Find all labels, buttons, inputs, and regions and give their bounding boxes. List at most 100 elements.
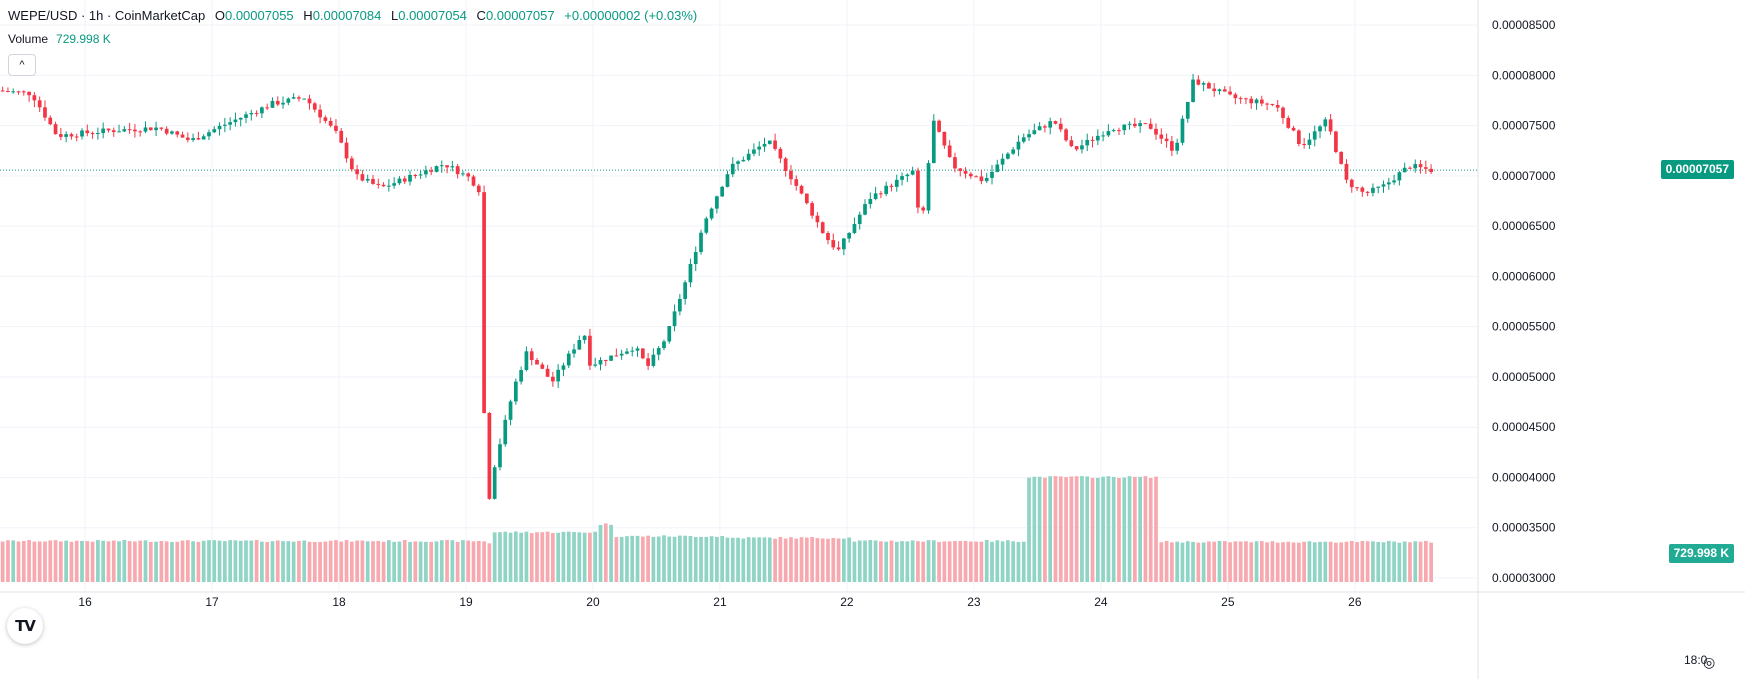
candle-down [1291, 127, 1296, 131]
candle-down [339, 130, 344, 143]
candle-up [1000, 158, 1005, 165]
volume-bar [1418, 541, 1423, 582]
settings-icon[interactable]: ◎ [1703, 654, 1716, 670]
volume-bar [831, 537, 836, 582]
volume-bar [1170, 542, 1174, 582]
candle-down [1143, 123, 1148, 125]
volume-bar [656, 536, 661, 582]
volume-legend[interactable]: Volume 729.998 K [8, 32, 111, 46]
volume-bar [1132, 476, 1137, 582]
volume-bar [334, 540, 338, 582]
candle-up [1122, 124, 1127, 131]
candle-down [1244, 98, 1248, 100]
candle-down [640, 348, 645, 359]
candle-up [863, 204, 867, 215]
candle-up [1397, 172, 1402, 181]
volume-bar [455, 541, 460, 582]
volume-bar [1339, 542, 1344, 582]
volume-bar [540, 532, 545, 582]
low-value: 0.00007054 [398, 8, 467, 23]
candle-up [392, 183, 397, 186]
candle-up [291, 97, 296, 99]
candle-up [513, 381, 518, 402]
volume-bar [312, 541, 317, 582]
volume-bar [873, 540, 878, 582]
tradingview-logo-icon[interactable]: TV [7, 608, 43, 644]
volume-bar [942, 541, 947, 582]
candle-down [1196, 79, 1201, 85]
candle-up [233, 119, 238, 123]
volume-bar [1201, 542, 1206, 582]
candle-down [1233, 94, 1238, 99]
volume-bar [175, 541, 180, 582]
candle-up [1138, 123, 1142, 127]
volume-bar [900, 541, 904, 582]
candle-up [1101, 135, 1105, 137]
candle-down [1259, 99, 1264, 104]
volume-bar [783, 538, 788, 582]
volume-bar [159, 541, 164, 582]
volume-bar [1238, 541, 1243, 582]
volume-bar [339, 541, 344, 582]
timezone-label[interactable]: 18:0 [1684, 653, 1708, 667]
volume-bar [249, 540, 254, 582]
volume-bar [1037, 476, 1042, 582]
volume-bar [545, 531, 550, 582]
candle-down [551, 376, 555, 382]
candle-down [429, 170, 434, 172]
candle-up [1191, 79, 1195, 103]
volume-bar [439, 540, 444, 582]
volume-bar [1222, 541, 1227, 582]
candle-down [1069, 140, 1074, 147]
candle-down [349, 158, 354, 170]
candle-up [281, 102, 285, 105]
volume-bar [265, 541, 270, 582]
volume-bar [154, 541, 158, 582]
collapse-legend-button[interactable]: ^ [8, 54, 36, 76]
candle-down [74, 136, 79, 138]
volume-bar [466, 540, 471, 582]
volume-bar [857, 540, 862, 582]
candle-up [1011, 149, 1016, 154]
symbol-title[interactable]: WEPE/USD · 1h · CoinMarketCap [8, 8, 206, 23]
volume-bar [37, 541, 42, 582]
candle-down [196, 138, 201, 140]
volume-bar [90, 541, 95, 582]
x-tick-label: 23 [967, 595, 981, 609]
volume-bar [238, 540, 243, 582]
volume-bar [1032, 476, 1037, 582]
volume-bar [1138, 476, 1142, 582]
candle-down [111, 130, 116, 133]
candle-up [1318, 126, 1322, 132]
volume-bar [593, 531, 598, 582]
volume-bar [1307, 541, 1312, 582]
volume-bar [1371, 541, 1375, 582]
candle-down [138, 131, 143, 133]
volume-bar [1233, 541, 1238, 582]
candle-down [466, 173, 471, 177]
volume-bar [101, 540, 106, 582]
candle-down [979, 176, 984, 182]
volume-bar [1244, 541, 1248, 582]
candle-down [836, 247, 841, 250]
volume-bar [106, 541, 111, 582]
candle-down [275, 100, 280, 105]
volume-value: 729.998 K [56, 32, 111, 46]
candle-down [545, 368, 550, 377]
candle-up [1413, 164, 1418, 169]
candle-down [487, 412, 492, 499]
candle-up [508, 401, 513, 420]
volume-bar [1148, 477, 1153, 582]
volume-bar [418, 541, 423, 582]
candle-up [1381, 184, 1386, 187]
volume-bar [69, 541, 74, 582]
candle-up [1180, 118, 1185, 143]
volume-bar [1080, 476, 1084, 582]
candle-down [323, 117, 328, 121]
volume-bar [572, 532, 576, 582]
volume-bar [709, 536, 714, 582]
x-tick-label: 22 [840, 595, 854, 609]
volume-bar [879, 541, 883, 582]
candle-up [677, 298, 682, 312]
